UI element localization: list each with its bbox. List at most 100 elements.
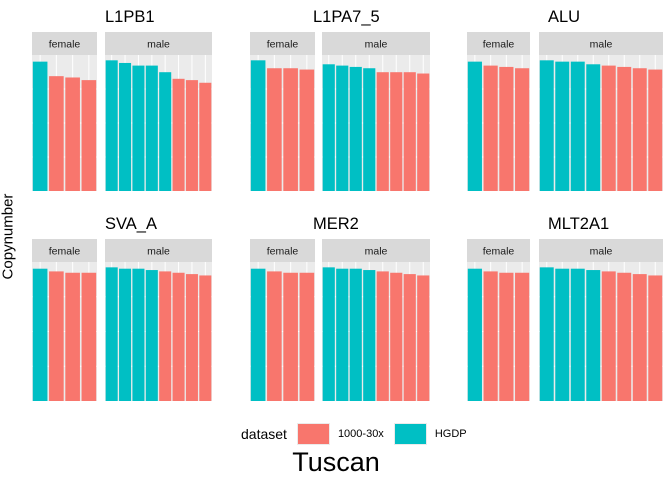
bar-hgdp xyxy=(105,60,118,191)
bar-1000-30x xyxy=(376,72,389,191)
bar-hgdp xyxy=(555,268,570,401)
bar-hgdp xyxy=(539,267,554,401)
facet-strip-label: female xyxy=(49,39,81,51)
bar-hgdp xyxy=(145,270,158,401)
bar-hgdp xyxy=(570,61,585,191)
facet-strip-label: female xyxy=(267,246,299,258)
bar-1000-30x xyxy=(172,272,185,401)
bar-1000-30x xyxy=(172,78,185,191)
facet-strip-label: male xyxy=(147,246,170,258)
bar-hgdp xyxy=(586,64,601,191)
bar-hgdp xyxy=(555,61,570,191)
bar-1000-30x xyxy=(417,275,430,401)
bar-1000-30x xyxy=(390,272,403,401)
facet-strip xyxy=(250,32,315,55)
bar-1000-30x xyxy=(267,68,282,191)
bar-1000-30x xyxy=(283,272,298,401)
bar-1000-30x xyxy=(299,69,315,191)
bar-1000-30x xyxy=(159,271,172,401)
bar-1000-30x xyxy=(49,76,64,191)
legend-swatch-1000-30x xyxy=(297,424,329,444)
facet-strip-label: male xyxy=(365,39,388,51)
bar-1000-30x xyxy=(65,272,80,401)
bar-hgdp xyxy=(322,267,335,401)
facet-strip-label: female xyxy=(483,246,515,258)
legend: dataset 1000-30x HGDP xyxy=(241,418,477,450)
bar-1000-30x xyxy=(617,272,632,401)
facet-strip xyxy=(32,32,97,55)
bar-hgdp xyxy=(132,65,145,191)
bar-hgdp xyxy=(145,65,158,191)
bar-1000-30x xyxy=(299,272,315,401)
bottom-title: Tuscan xyxy=(292,447,380,477)
facet-strip-label: female xyxy=(49,246,81,258)
bar-1000-30x xyxy=(267,271,282,401)
bar-1000-30x xyxy=(515,68,530,191)
y-axis-label: Copynumber xyxy=(0,193,17,280)
bar-hgdp xyxy=(570,268,585,401)
bar-1000-30x xyxy=(49,271,64,401)
facet-strip-label: male xyxy=(365,246,388,258)
legend-label-1000-30x: 1000-30x xyxy=(337,428,384,440)
facet-strip xyxy=(250,239,315,262)
facet-strip-label: male xyxy=(590,246,613,258)
bar-hgdp xyxy=(467,268,482,401)
bar-1000-30x xyxy=(65,77,80,191)
facet-strip-label: male xyxy=(590,39,613,51)
bar-hgdp xyxy=(250,60,266,191)
bar-hgdp xyxy=(467,61,482,191)
bar-1000-30x xyxy=(81,272,97,401)
bar-hgdp xyxy=(159,72,172,191)
bar-1000-30x xyxy=(199,275,212,401)
facet-strip xyxy=(467,32,530,55)
panel-title: MER2 xyxy=(313,215,359,233)
bar-hgdp xyxy=(119,268,132,401)
bar-1000-30x xyxy=(632,68,647,191)
panel-title: L1PB1 xyxy=(105,8,155,26)
legend-label-hgdp: HGDP xyxy=(434,428,467,440)
bar-1000-30x xyxy=(601,65,616,191)
bar-hgdp xyxy=(336,268,349,401)
legend-swatch-hgdp xyxy=(394,424,426,444)
bar-hgdp xyxy=(363,270,376,401)
bar-1000-30x xyxy=(632,274,647,401)
legend-key xyxy=(296,423,330,445)
bar-1000-30x xyxy=(185,274,198,401)
facet-strip xyxy=(322,239,430,262)
bar-hgdp xyxy=(322,64,335,191)
panel-title: L1PA7_5 xyxy=(313,8,380,26)
facet-strip-label: female xyxy=(483,39,515,51)
bar-hgdp xyxy=(32,268,48,401)
bar-hgdp xyxy=(105,267,118,401)
bar-1000-30x xyxy=(648,275,663,401)
bar-hgdp xyxy=(349,66,362,191)
bar-1000-30x xyxy=(617,66,632,191)
bar-hgdp xyxy=(336,65,349,191)
bar-1000-30x xyxy=(403,72,416,191)
bar-1000-30x xyxy=(515,272,530,401)
bar-1000-30x xyxy=(81,80,97,191)
facet-strip xyxy=(539,239,663,262)
facet-strip xyxy=(322,32,430,55)
bar-1000-30x xyxy=(499,272,514,401)
facet-strip-label: male xyxy=(147,39,170,51)
bar-hgdp xyxy=(586,270,601,401)
bar-1000-30x xyxy=(185,80,198,191)
bar-1000-30x xyxy=(403,274,416,401)
legend-item-hgdp: HGDP xyxy=(393,423,467,445)
bar-1000-30x xyxy=(376,271,389,401)
facet-strip xyxy=(539,32,663,55)
legend-title: dataset xyxy=(241,426,287,442)
bar-1000-30x xyxy=(283,68,298,191)
bar-1000-30x xyxy=(499,66,514,191)
facet-strip xyxy=(105,239,212,262)
bar-hgdp xyxy=(349,268,362,401)
legend-item-1000-30x: 1000-30x xyxy=(296,423,384,445)
bar-1000-30x xyxy=(483,271,498,401)
bar-1000-30x xyxy=(417,73,430,191)
bar-hgdp xyxy=(250,268,266,401)
facet-strip xyxy=(467,239,530,262)
bar-1000-30x xyxy=(648,69,663,191)
bar-hgdp xyxy=(539,60,554,191)
